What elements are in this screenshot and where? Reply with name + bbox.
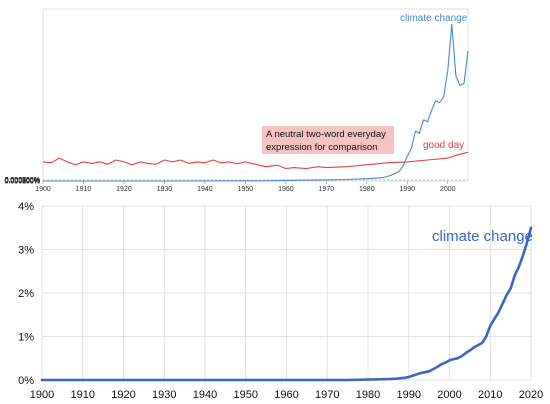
bottom-y-tick-label: 1% — [18, 332, 34, 344]
annotation-line-2: expression for comparison — [266, 142, 377, 153]
top-x-tick-label: 1960 — [278, 186, 294, 193]
top-y-tick-label: 0.000100% — [5, 178, 40, 185]
top-x-tick-label: 1970 — [319, 186, 335, 193]
bottom-y-tick-label: 4% — [18, 201, 34, 213]
annotation-background — [262, 126, 394, 154]
top-series-lines — [42, 23, 469, 182]
top-x-tick-label: 1990 — [399, 186, 415, 193]
top-series-line-climate-change — [43, 23, 469, 182]
bottom-x-tick-label: 1960 — [274, 389, 298, 401]
top-y-tick-label: 0.000500% — [5, 178, 40, 185]
bottom-x-tick-label: 1930 — [152, 389, 176, 401]
bottom-x-tick-label: 1980 — [356, 389, 380, 401]
top-y-tick-label: 0.000900% — [5, 177, 40, 184]
annotation-line-1: A neutral two-word everyday — [266, 129, 386, 140]
bottom-x-tick-label: 2000 — [437, 389, 461, 401]
bottom-x-tick-label: 1940 — [193, 389, 217, 401]
top-y-tick-label: 0.000600% — [5, 177, 40, 184]
series-label-climate-change-top: climate change — [400, 13, 468, 24]
bottom-x-tick-labels: 1900 1910 1920 1930 1940 1950 1960 1970 1980 1990… — [30, 389, 543, 401]
top-plot-frame — [42, 8, 469, 182]
top-x-tick-label: 1930 — [157, 186, 173, 193]
bottom-chart: 0%1%2%3%4% 1900 1910 1920 1930 1940 1950 1960 1… — [18, 201, 543, 401]
bottom-x-tick-label: 1910 — [71, 389, 95, 401]
bottom-y-tick-label: 0% — [18, 375, 34, 387]
bottom-y-tick-label: 3% — [18, 245, 34, 257]
top-x-tick-label: 1920 — [116, 186, 132, 193]
top-x-tick-label: 2000 — [440, 186, 456, 193]
bottom-y-tick-labels: 0% 1% 2% 3% 4% — [18, 201, 34, 387]
series-label-climate-change-bottom: climate change — [432, 228, 533, 245]
top-y-tick-label: 0.000800% — [5, 177, 40, 184]
top-x-tick-label: 1910 — [76, 186, 92, 193]
bottom-x-tick-label: 1920 — [111, 389, 135, 401]
top-x-tick-label: 1950 — [238, 186, 254, 193]
annotation-box: A neutral two-word everyday expression f… — [262, 126, 394, 154]
top-x-tick-labels: 1900 1910 1920 1930 1940 1950 1960 1970 1980 1990… — [35, 186, 455, 193]
top-chart: 0.000000%0.000100%0.000200%0.000300%0.00… — [5, 8, 469, 193]
bottom-x-tick-label: 1900 — [30, 389, 54, 401]
top-y-tick-label: 0.000300% — [5, 178, 40, 185]
top-x-tick-label: 1980 — [359, 186, 375, 193]
bottom-x-tick-label: 1990 — [397, 389, 421, 401]
bottom-x-tick-label: 2020 — [519, 389, 543, 401]
bottom-x-tick-label: 2010 — [478, 389, 502, 401]
bottom-series-lines — [40, 226, 533, 382]
bottom-series-line-climate-change — [40, 226, 533, 382]
bottom-x-tick-label: 1950 — [234, 389, 258, 401]
top-y-tick-labels: 0.000000%0.000100%0.000200%0.000300%0.00… — [5, 177, 40, 186]
top-y-tick-label: 0.000700% — [5, 177, 40, 184]
top-y-tick-label: 0.000200% — [5, 178, 40, 185]
series-label-good-day-top: good day — [423, 140, 464, 151]
top-x-tick-label: 1900 — [35, 186, 51, 193]
top-y-tick-label: 0.000400% — [5, 178, 40, 185]
top-series-line-good-day — [42, 151, 469, 170]
top-x-tick-label: 1940 — [197, 186, 213, 193]
top-y-tick-label: 0.000000% — [5, 179, 40, 186]
bottom-x-tick-label: 1970 — [315, 389, 339, 401]
bottom-y-tick-label: 2% — [18, 288, 34, 300]
